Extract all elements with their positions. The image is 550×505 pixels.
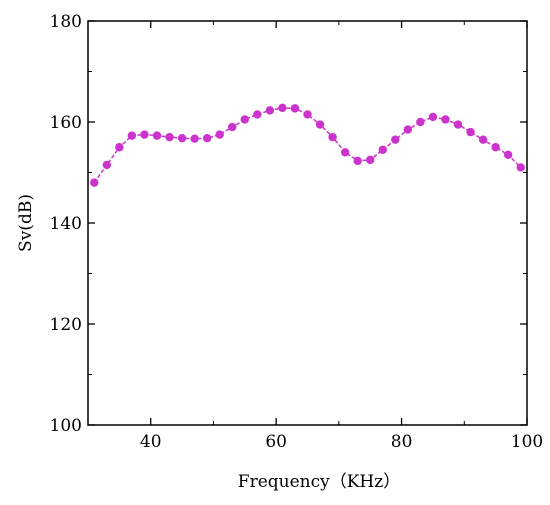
data-point: [140, 130, 149, 139]
data-point: [378, 145, 387, 154]
data-point: [391, 135, 400, 144]
data-point: [240, 115, 249, 124]
x-axis: 40 60 80 100: [140, 21, 543, 452]
series-layer: [90, 103, 525, 187]
data-point: [466, 127, 475, 137]
series-line: [93, 107, 522, 184]
y-tick-label: 180: [50, 12, 82, 32]
y-tick-label: 160: [50, 113, 82, 133]
data-point: [403, 125, 413, 134]
data-point: [491, 143, 500, 152]
x-tick-label: 80: [391, 432, 413, 452]
data-point: [253, 110, 262, 119]
data-point: [503, 150, 513, 160]
data-point: [478, 135, 488, 144]
data-point: [328, 132, 337, 142]
data-point: [190, 134, 199, 143]
data-point: [115, 143, 124, 152]
y-tick-label: 120: [50, 315, 82, 335]
data-point: [228, 122, 237, 132]
data-point: [366, 155, 375, 165]
data-point: [202, 133, 212, 143]
y-tick-label: 100: [50, 416, 82, 436]
data-point: [290, 104, 300, 113]
data-point: [265, 106, 275, 115]
data-point: [416, 117, 425, 127]
data-point: [152, 131, 162, 140]
data-point: [441, 115, 450, 124]
x-tick-label: 40: [140, 432, 162, 452]
data-point: [303, 110, 312, 119]
data-point: [102, 160, 112, 170]
data-point: [165, 132, 174, 142]
x-axis-title: Frequency（KHz）: [238, 472, 400, 492]
data-point: [315, 120, 325, 129]
y-axis: 100 120 140 160 180: [50, 12, 527, 436]
y-tick-label: 140: [50, 214, 82, 234]
data-point: [278, 103, 287, 113]
data-point: [453, 120, 463, 129]
y-axis-title: Sv(dB): [16, 194, 36, 252]
plot-frame: [87, 20, 528, 426]
data-point: [127, 131, 137, 140]
plot-border: [87, 20, 528, 426]
data-point: [353, 156, 362, 166]
data-point: [340, 148, 350, 157]
data-point: [428, 112, 438, 122]
data-point: [177, 133, 187, 143]
data-point: [215, 130, 224, 139]
x-tick-label: 60: [265, 432, 287, 452]
data-point: [90, 178, 99, 187]
x-tick-label: 100: [511, 432, 543, 452]
data-point: [516, 163, 525, 172]
